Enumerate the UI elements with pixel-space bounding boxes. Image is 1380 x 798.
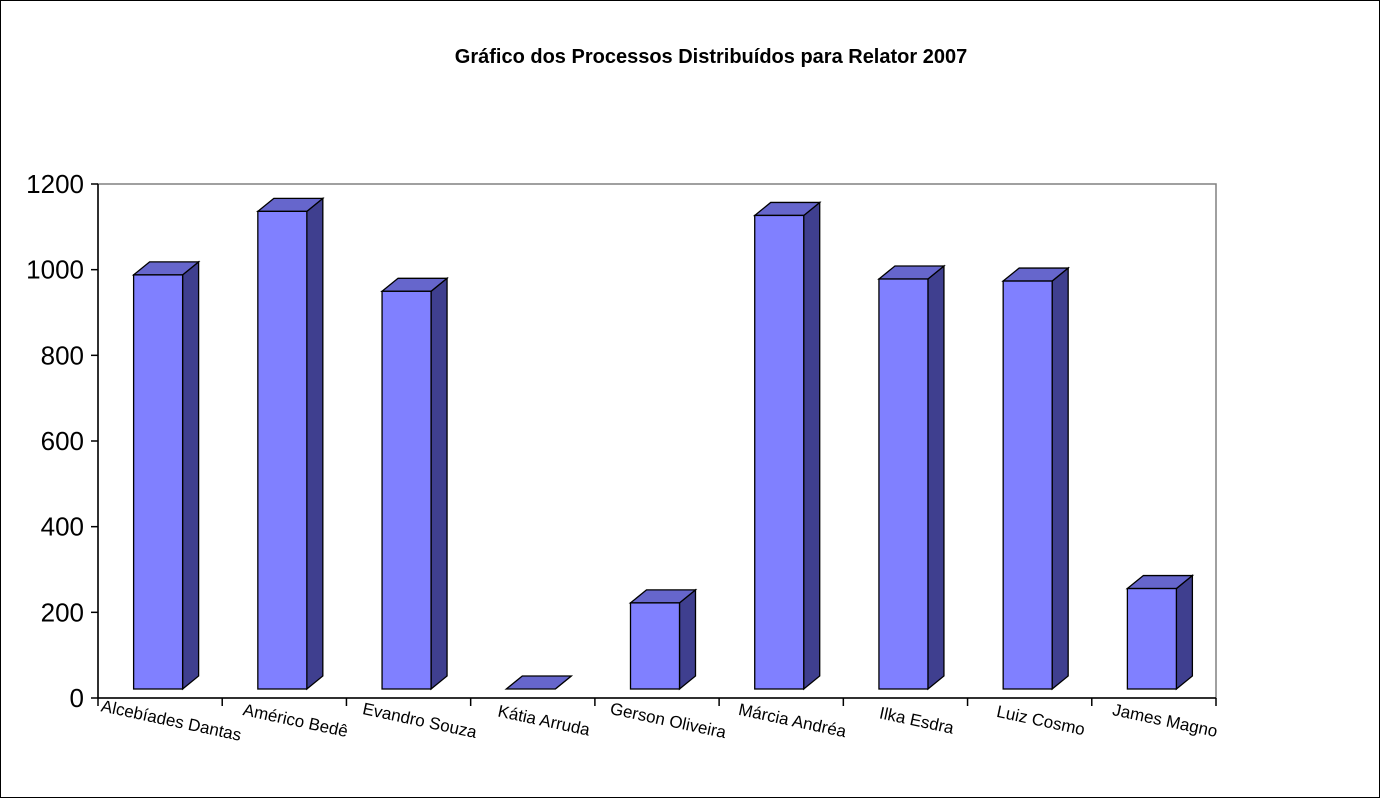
y-tick-label: 0 bbox=[70, 683, 84, 713]
x-category-label: Evandro Souza bbox=[361, 699, 479, 742]
x-category-label: James Magno bbox=[1111, 700, 1219, 741]
bars bbox=[131, 196, 1195, 691]
bar bbox=[380, 276, 449, 691]
y-tick-label: 800 bbox=[41, 340, 84, 370]
y-tick-label: 400 bbox=[41, 512, 84, 542]
x-category-label: Ilka Esdra bbox=[878, 703, 956, 737]
y-tick-label: 1000 bbox=[26, 255, 84, 285]
x-category-label: Márcia Andréa bbox=[737, 700, 849, 741]
y-tick-label: 1200 bbox=[26, 169, 84, 199]
bar bbox=[504, 675, 574, 690]
axes bbox=[91, 183, 1217, 706]
x-category-label: Kátia Arruda bbox=[496, 702, 592, 740]
y-axis-labels: 0 200 400 600 800 1000 1200 bbox=[26, 169, 84, 713]
bar bbox=[131, 260, 201, 691]
bar bbox=[752, 201, 822, 691]
bar bbox=[1125, 574, 1195, 691]
bar bbox=[256, 196, 325, 691]
bar bbox=[1001, 266, 1070, 691]
x-category-label: Luiz Cosmo bbox=[995, 702, 1087, 739]
bar bbox=[628, 588, 698, 691]
y-tick-label: 600 bbox=[41, 426, 84, 456]
chart-title: Gráfico dos Processos Distribuídos para … bbox=[455, 46, 967, 68]
x-category-label: Gerson Oliveira bbox=[608, 699, 728, 742]
x-category-label: Américo Bedê bbox=[241, 700, 349, 741]
y-tick-label: 200 bbox=[41, 597, 84, 627]
bar bbox=[877, 264, 946, 691]
